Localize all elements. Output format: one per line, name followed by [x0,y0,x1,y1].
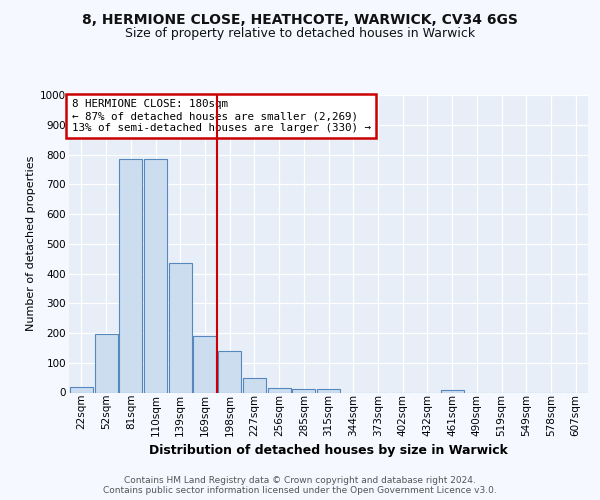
Bar [218,351,241,393]
Text: Size of property relative to detached houses in Warwick: Size of property relative to detached ho… [125,28,475,40]
Bar [292,389,315,392]
Text: Contains HM Land Registry data © Crown copyright and database right 2024.
Contai: Contains HM Land Registry data © Crown c… [103,476,497,495]
Bar [144,159,167,392]
Bar [440,390,464,392]
Text: 8, HERMIONE CLOSE, HEATHCOTE, WARWICK, CV34 6GS: 8, HERMIONE CLOSE, HEATHCOTE, WARWICK, C… [82,12,518,26]
Bar [317,389,340,392]
Text: 8 HERMIONE CLOSE: 180sqm
← 87% of detached houses are smaller (2,269)
13% of sem: 8 HERMIONE CLOSE: 180sqm ← 87% of detach… [71,100,371,132]
X-axis label: Distribution of detached houses by size in Warwick: Distribution of detached houses by size … [149,444,508,458]
Bar [119,159,142,392]
Y-axis label: Number of detached properties: Number of detached properties [26,156,36,332]
Bar [193,336,217,392]
Bar [70,387,93,392]
Bar [243,378,266,392]
Bar [169,263,192,392]
Bar [95,334,118,392]
Bar [268,388,290,392]
